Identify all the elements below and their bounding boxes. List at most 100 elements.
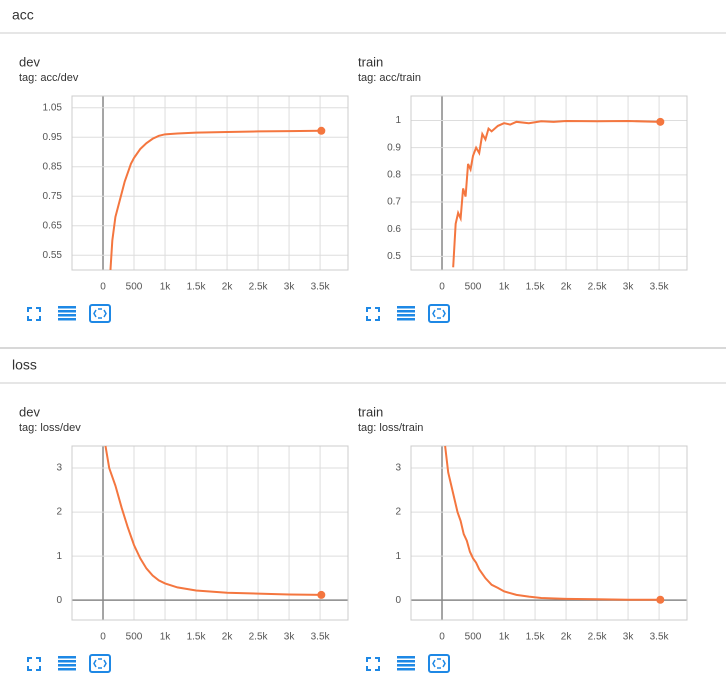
icon xyxy=(58,318,76,321)
icon xyxy=(27,657,41,671)
plot-frame xyxy=(410,445,688,621)
x-tick-label: 2.5k xyxy=(249,632,269,643)
icon xyxy=(58,668,76,671)
x-tick-label: 2.5k xyxy=(249,282,269,293)
chart-toolbar xyxy=(366,304,450,323)
icon xyxy=(93,308,107,319)
chart-tag: tag: loss/dev xyxy=(19,422,81,434)
fit-domain-button[interactable] xyxy=(89,304,111,323)
chart-title: dev xyxy=(19,54,40,69)
icon xyxy=(397,664,415,667)
log-scale-button[interactable] xyxy=(58,306,76,321)
y-tick-label: 0.7 xyxy=(387,197,401,208)
icon xyxy=(397,318,415,321)
chart-title: train xyxy=(358,54,383,69)
chart-tag: tag: acc/dev xyxy=(19,72,79,84)
icon xyxy=(89,304,111,323)
x-tick-label: 0 xyxy=(439,632,445,643)
y-tick-label: 0.75 xyxy=(43,191,63,202)
y-tick-label: 0.9 xyxy=(387,142,401,153)
x-tick-label: 2k xyxy=(561,632,573,643)
icon xyxy=(27,307,41,321)
end-point xyxy=(656,117,665,126)
y-tick-label: 0.8 xyxy=(387,169,401,180)
y-tick-label: 2 xyxy=(56,507,62,518)
x-tick-label: 2.5k xyxy=(588,632,608,643)
y-tick-label: 0 xyxy=(395,595,401,606)
log-scale-button[interactable] xyxy=(397,656,415,671)
icon xyxy=(397,660,415,663)
icon xyxy=(89,654,111,673)
x-tick-label: 1.5k xyxy=(526,632,546,643)
line xyxy=(444,445,661,601)
icon xyxy=(58,660,76,663)
icon xyxy=(366,657,380,671)
y-tick-label: 0.5 xyxy=(387,251,401,262)
y-tick-label: 1 xyxy=(395,115,401,126)
fit-domain-button[interactable] xyxy=(89,654,111,673)
plot-frame xyxy=(71,95,349,271)
x-tick-label: 2k xyxy=(561,282,573,293)
icon xyxy=(428,304,450,323)
chart-toolbar xyxy=(27,654,111,673)
icon xyxy=(58,310,76,313)
x-tick-label: 3k xyxy=(284,632,296,643)
icon xyxy=(58,306,76,309)
fullscreen-button[interactable] xyxy=(366,307,380,321)
chart-toolbar xyxy=(27,304,111,323)
chart-title: dev xyxy=(19,404,40,419)
section-header xyxy=(0,350,726,383)
fullscreen-button[interactable] xyxy=(27,307,41,321)
icon xyxy=(397,314,415,317)
fit-domain-button[interactable] xyxy=(428,654,450,673)
icon xyxy=(397,656,415,659)
x-tick-label: 0 xyxy=(100,282,106,293)
icon xyxy=(58,664,76,667)
icon xyxy=(397,306,415,309)
y-tick-label: 0.65 xyxy=(43,220,63,231)
icon xyxy=(366,307,380,321)
plot-frame xyxy=(71,445,349,621)
x-tick-label: 500 xyxy=(465,632,482,643)
y-tick-label: 3 xyxy=(395,463,401,474)
end-point xyxy=(656,595,665,604)
x-tick-label: 2k xyxy=(222,282,234,293)
fit-domain-button[interactable] xyxy=(428,304,450,323)
y-tick-label: 1 xyxy=(395,551,401,562)
end-point xyxy=(317,590,326,599)
y-tick-label: 3 xyxy=(56,463,62,474)
icon xyxy=(397,310,415,313)
x-tick-label: 0 xyxy=(100,632,106,643)
x-tick-label: 1k xyxy=(499,282,511,293)
icon xyxy=(58,656,76,659)
icon xyxy=(93,658,107,669)
x-tick-label: 500 xyxy=(126,282,143,293)
y-tick-label: 0 xyxy=(56,595,62,606)
icon xyxy=(58,314,76,317)
icon xyxy=(428,654,450,673)
x-tick-label: 2.5k xyxy=(588,282,608,293)
icon xyxy=(432,658,446,669)
log-scale-button[interactable] xyxy=(58,656,76,671)
y-tick-label: 0.55 xyxy=(43,250,63,261)
chart-title: train xyxy=(358,404,383,419)
fullscreen-button[interactable] xyxy=(366,657,380,671)
x-tick-label: 1.5k xyxy=(187,282,207,293)
chart-tag: tag: acc/train xyxy=(358,72,421,84)
x-tick-label: 1k xyxy=(160,282,172,293)
icon xyxy=(397,668,415,671)
y-tick-label: 0.95 xyxy=(43,132,63,143)
x-tick-label: 500 xyxy=(465,282,482,293)
x-tick-label: 3.5k xyxy=(311,632,331,643)
section-title[interactable]: acc xyxy=(12,7,34,23)
y-tick-label: 0.85 xyxy=(43,161,63,172)
y-tick-label: 0.6 xyxy=(387,224,401,235)
x-tick-label: 3k xyxy=(623,632,635,643)
x-tick-label: 500 xyxy=(126,632,143,643)
fullscreen-button[interactable] xyxy=(27,657,41,671)
line xyxy=(109,129,322,270)
log-scale-button[interactable] xyxy=(397,306,415,321)
section-title[interactable]: loss xyxy=(12,357,37,373)
